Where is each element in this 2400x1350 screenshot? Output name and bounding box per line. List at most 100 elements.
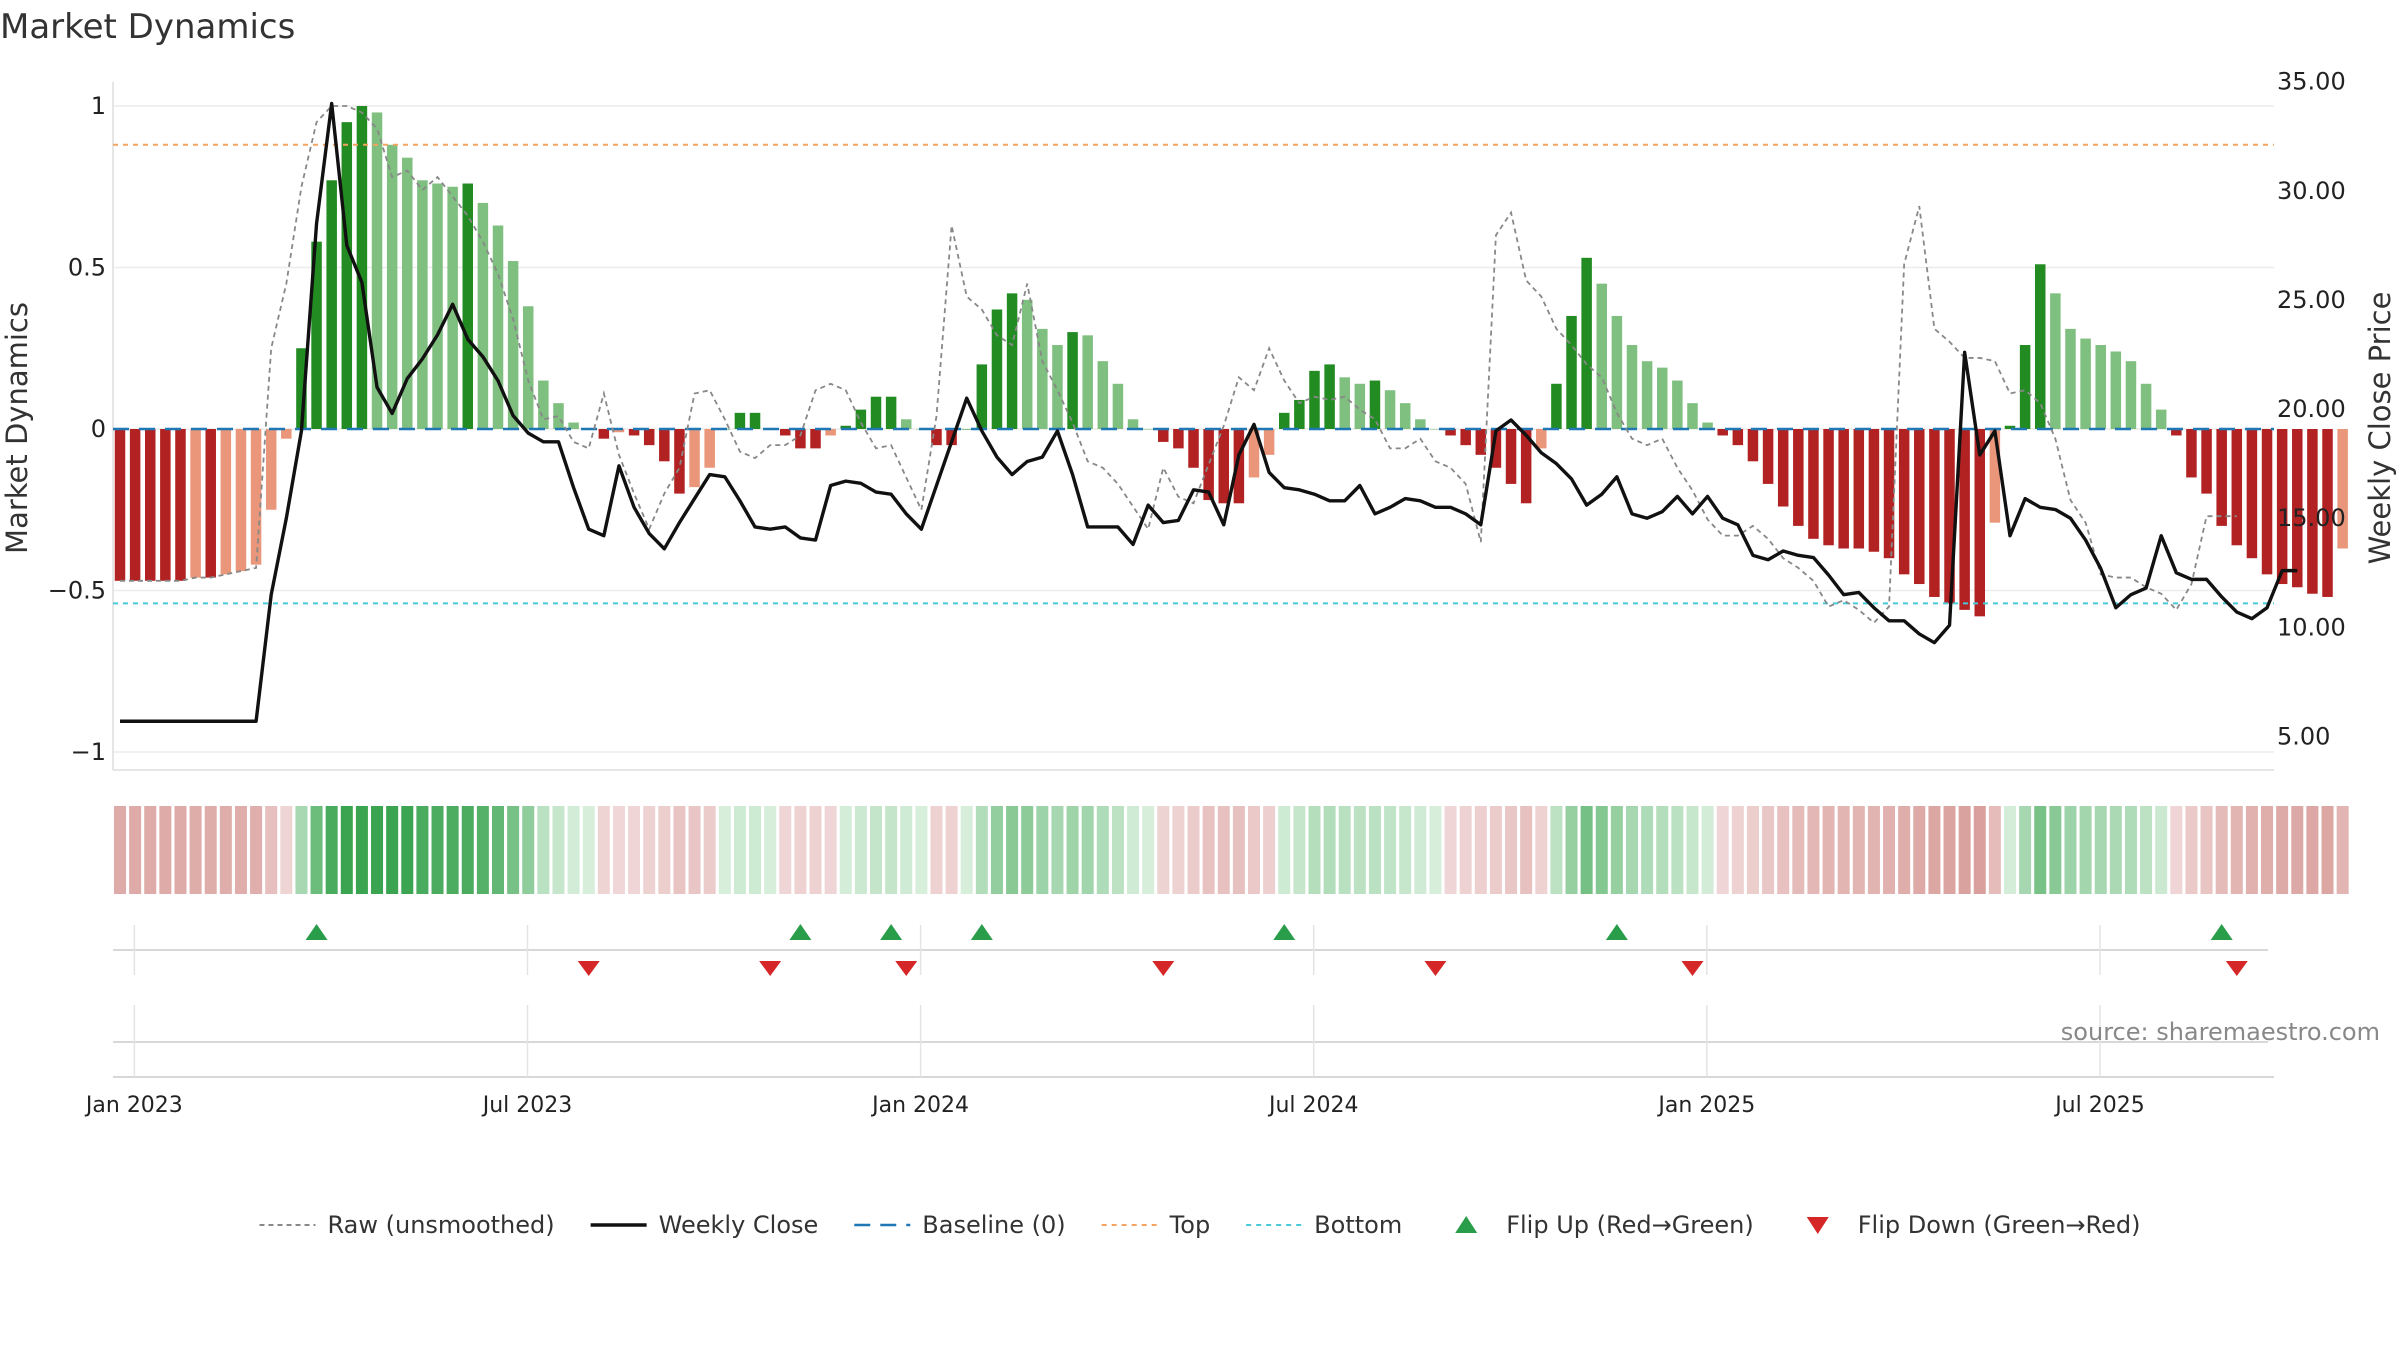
dynamics-bar	[1037, 328, 1048, 429]
heat-cell	[915, 806, 928, 894]
heat-cell	[1006, 806, 1019, 894]
flip-down-marker	[1424, 961, 1447, 976]
heat-cell	[1928, 806, 1941, 894]
legend-item-baseline: Baseline (0)	[854, 1211, 1066, 1239]
dynamics-bar	[2095, 345, 2106, 429]
heat-cell	[1671, 806, 1684, 894]
legend-label: Weekly Close	[659, 1211, 819, 1239]
dynamics-bar	[1354, 383, 1366, 429]
heat-cell	[2276, 806, 2289, 894]
heat-cell	[522, 806, 535, 894]
heat-cell	[643, 806, 656, 894]
heat-cell	[1338, 806, 1351, 894]
dynamics-bar	[432, 183, 443, 429]
dynamics-bar	[356, 106, 368, 429]
dynamics-bar	[2171, 429, 2182, 436]
dynamics-bar	[402, 157, 413, 429]
dynamics-bar	[1838, 429, 1849, 549]
heat-cell	[1111, 806, 1124, 894]
dynamics-bar	[870, 396, 882, 429]
main-panel: 1 0.5 0 −0.5 −1 35.00 30.00 25.00 20.00 15.00 10.…	[0, 68, 2397, 771]
heat-cell	[930, 806, 943, 894]
flip-up-marker	[2210, 924, 2233, 940]
dynamics-bar	[2050, 293, 2061, 429]
dynamics-bar	[900, 419, 912, 429]
dynamics-bar	[1384, 390, 1396, 429]
heat-cell	[764, 806, 777, 894]
dynamics-bar	[991, 309, 1003, 429]
flip-down-marker	[1681, 961, 1704, 976]
dynamics-bar	[1021, 299, 1033, 429]
dynamics-bar	[2034, 264, 2046, 429]
legend-item-close: Weekly Close	[590, 1211, 819, 1239]
dynamics-bar	[2322, 429, 2333, 597]
dynamics-bar	[190, 429, 201, 578]
legend-item-raw: Raw (unsmoothed)	[259, 1211, 555, 1239]
heat-cell	[1867, 806, 1880, 894]
heat-cell	[2064, 806, 2077, 894]
dynamics-bar	[1263, 429, 1275, 455]
dynamics-bar	[341, 122, 353, 430]
heat-cell	[1172, 806, 1185, 894]
dynamics-bar	[311, 241, 322, 429]
dynamics-bar	[1823, 429, 1834, 546]
left-y-tick-label: 1	[91, 92, 106, 120]
heat-cell	[1308, 806, 1321, 894]
heat-cell	[1535, 806, 1548, 894]
legend-item-flip-down: Flip Down (Green→Red)	[1806, 1211, 2141, 1239]
dynamics-bar	[2201, 429, 2212, 494]
x-tick-label: Jul 2024	[1267, 1093, 1359, 1118]
flip-up-marker	[305, 924, 328, 940]
bottom-panel-grid	[133, 1005, 2101, 1077]
dynamics-bar	[1369, 380, 1381, 429]
heat-cell	[1505, 806, 1518, 894]
left-y-axis-ticks: 1 0.5 0 −0.5 −1	[48, 92, 106, 766]
heat-cell	[461, 806, 474, 894]
x-tick-label: Jul 2025	[2053, 1093, 2145, 1118]
dynamics-bar	[477, 202, 489, 429]
heat-cell	[537, 806, 550, 894]
heat-cell	[612, 806, 625, 894]
heat-cell	[431, 806, 444, 894]
left-y-axis-label: Market Dynamics	[0, 302, 34, 554]
heat-cell	[1353, 806, 1366, 894]
legend-item-flip-up: Flip Up (Red→Green)	[1455, 1211, 1754, 1239]
heat-cell	[325, 806, 338, 894]
right-y-tick-label: 35.00	[2277, 68, 2346, 96]
heat-cell	[673, 806, 686, 894]
heat-cell	[2245, 806, 2258, 894]
dynamics-bar	[1445, 429, 1456, 436]
dynamics-bar	[1551, 383, 1562, 429]
x-tick-label: Jan 2023	[84, 1093, 183, 1118]
dynamics-bar	[1142, 429, 1154, 430]
legend-item-bottom: Bottom	[1246, 1211, 1402, 1239]
dynamics-bar	[371, 112, 383, 430]
heat-cell	[2185, 806, 2198, 894]
dynamics-bar	[840, 425, 852, 429]
dynamics-bar	[114, 429, 126, 581]
flip-markers	[305, 924, 2248, 976]
dynamics-bar	[643, 429, 655, 446]
heat-cell	[295, 806, 308, 894]
heat-cell	[1414, 806, 1427, 894]
heat-cell	[1036, 806, 1049, 894]
heat-cell	[476, 806, 489, 894]
dynamics-bar	[1430, 429, 1441, 430]
dynamics-bar	[1687, 403, 1698, 429]
heat-cell	[1746, 806, 1759, 894]
dynamics-bar	[220, 429, 232, 575]
dynamics-bar	[1460, 429, 1471, 446]
dynamics-bar	[1490, 429, 1502, 468]
dynamics-bar	[1339, 377, 1350, 429]
legend: Raw (unsmoothed) Weekly Close Baseline (0)…	[259, 1211, 2141, 1239]
dynamics-bar	[144, 429, 156, 581]
left-y-tick-label: −1	[71, 738, 106, 766]
heat-cell	[1187, 806, 1200, 894]
flip-down-marker	[577, 961, 600, 976]
heat-cell	[1127, 806, 1140, 894]
heat-cell	[1474, 806, 1487, 894]
heat-cell	[1686, 806, 1699, 894]
heat-cell	[492, 806, 504, 894]
heat-cell	[1988, 806, 2001, 894]
